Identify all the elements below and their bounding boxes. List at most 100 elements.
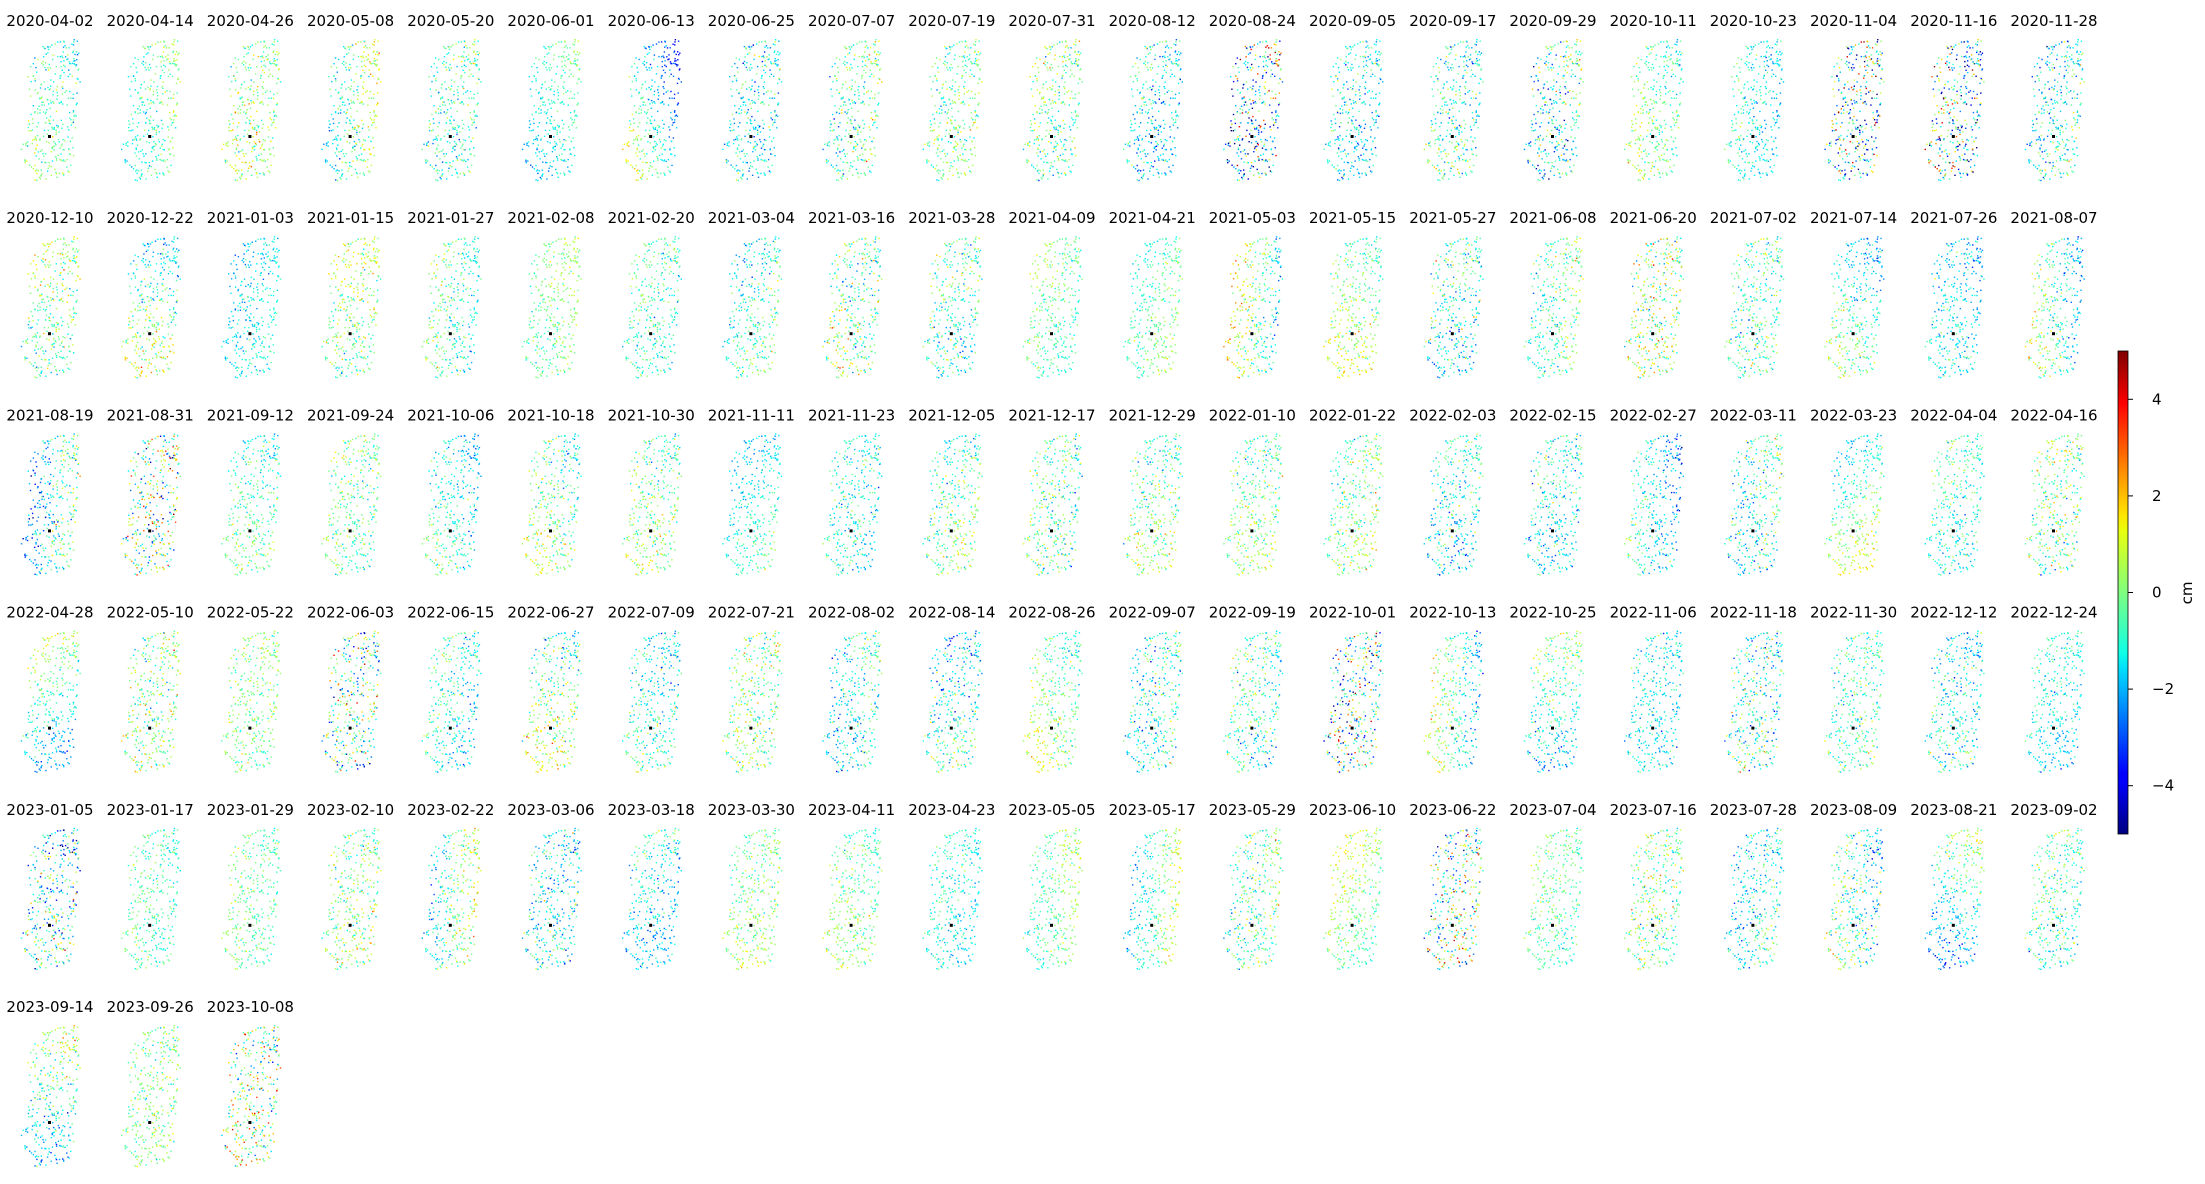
scatter-point bbox=[365, 140, 366, 141]
scatter-point bbox=[852, 86, 853, 87]
scatter-point bbox=[868, 104, 869, 105]
scatter-point bbox=[461, 153, 462, 154]
scatter-point bbox=[449, 162, 450, 163]
scatter-point bbox=[1076, 54, 1077, 55]
scatter-point bbox=[440, 97, 441, 98]
scatter-point bbox=[326, 143, 327, 144]
scatter-point bbox=[677, 59, 678, 60]
scatter-point bbox=[571, 154, 572, 155]
scatter-point bbox=[152, 148, 153, 149]
scatter-point bbox=[156, 158, 157, 159]
scatter-point bbox=[970, 129, 971, 130]
scatter-point bbox=[641, 178, 642, 179]
scatter-point bbox=[673, 147, 674, 148]
scatter-point bbox=[243, 46, 244, 47]
scatter-point bbox=[842, 169, 843, 170]
scatter-point bbox=[368, 136, 369, 137]
scatter-point bbox=[837, 148, 838, 149]
scatter-point bbox=[474, 112, 475, 113]
scatter-point bbox=[574, 41, 575, 42]
scatter-point bbox=[256, 134, 257, 135]
scatter-point bbox=[860, 173, 861, 174]
scatter-point bbox=[364, 174, 365, 175]
scatter-point bbox=[557, 177, 558, 178]
scatter-point bbox=[541, 87, 542, 88]
scatter-point bbox=[1057, 73, 1058, 74]
scatter-point bbox=[727, 145, 728, 146]
scatter-point bbox=[742, 175, 743, 176]
scatter-point bbox=[1075, 94, 1076, 95]
scatter-point bbox=[855, 102, 856, 103]
scatter-point bbox=[235, 57, 236, 58]
scatter-point bbox=[850, 162, 851, 163]
scatter-point bbox=[441, 175, 442, 176]
scatter-point bbox=[69, 61, 70, 62]
scatter-point bbox=[447, 109, 448, 110]
scatter-point bbox=[754, 94, 755, 95]
scatter-point bbox=[73, 63, 74, 64]
scatter-point bbox=[435, 112, 436, 113]
scatter-point bbox=[55, 143, 56, 144]
scatter-point bbox=[377, 92, 378, 93]
scatter-point bbox=[554, 81, 555, 82]
scatter-point bbox=[860, 131, 861, 132]
scatter-point bbox=[755, 129, 756, 130]
scatter-point bbox=[542, 102, 543, 103]
scatter-point bbox=[535, 112, 536, 113]
scatter-point bbox=[943, 104, 944, 105]
scatter-point bbox=[557, 99, 558, 100]
scatter-point bbox=[875, 63, 876, 64]
scatter-point bbox=[328, 76, 329, 77]
scatter-point bbox=[831, 95, 832, 96]
scatter-point bbox=[163, 47, 164, 48]
scatter-point bbox=[832, 66, 833, 67]
scatter-point bbox=[557, 132, 558, 133]
scatter-point bbox=[642, 84, 643, 85]
scatter-point bbox=[759, 127, 760, 128]
scatter-point bbox=[851, 123, 852, 124]
scatter-point bbox=[156, 125, 157, 126]
scatter-point bbox=[743, 104, 744, 105]
scatter-point bbox=[646, 113, 647, 114]
scatter-point bbox=[762, 153, 763, 154]
scatter-point bbox=[335, 152, 336, 153]
scatter-point bbox=[669, 129, 670, 130]
scatter-point bbox=[434, 76, 435, 77]
scatter-point bbox=[930, 127, 931, 128]
scatter-point bbox=[838, 180, 839, 181]
scatter-point bbox=[830, 89, 831, 90]
scatter-point bbox=[864, 88, 865, 89]
scatter-point bbox=[763, 55, 764, 56]
scatter-point bbox=[455, 143, 456, 144]
scatter-point bbox=[451, 116, 452, 117]
scatter-point bbox=[671, 74, 672, 75]
scatter-point bbox=[570, 117, 571, 118]
scatter-point bbox=[136, 140, 137, 141]
scatter-point bbox=[861, 41, 862, 42]
scatter-point bbox=[445, 162, 446, 163]
scatter-point bbox=[654, 94, 655, 95]
scatter-point bbox=[847, 54, 848, 55]
scatter-point bbox=[250, 46, 251, 47]
scatter-point bbox=[650, 162, 651, 163]
scatter-point bbox=[651, 123, 652, 124]
scatter-point bbox=[830, 124, 831, 125]
scatter-point bbox=[147, 87, 148, 88]
scatter-point bbox=[469, 47, 470, 48]
scatter-point bbox=[162, 93, 163, 94]
scatter-point bbox=[345, 67, 346, 68]
scatter-point bbox=[261, 160, 262, 161]
scatter-point bbox=[655, 129, 656, 130]
scatter-point bbox=[636, 170, 637, 171]
scatter-point bbox=[451, 67, 452, 68]
scatter-point bbox=[955, 146, 956, 147]
scatter-point bbox=[537, 180, 538, 181]
scatter-point bbox=[35, 149, 36, 150]
scatter-point bbox=[70, 98, 71, 99]
scatter-point bbox=[842, 151, 843, 152]
scatter-point bbox=[565, 66, 566, 67]
scatter-point bbox=[939, 135, 940, 136]
scatter-point bbox=[634, 76, 635, 77]
scatter-point bbox=[457, 89, 458, 90]
scatter-point bbox=[258, 56, 259, 57]
